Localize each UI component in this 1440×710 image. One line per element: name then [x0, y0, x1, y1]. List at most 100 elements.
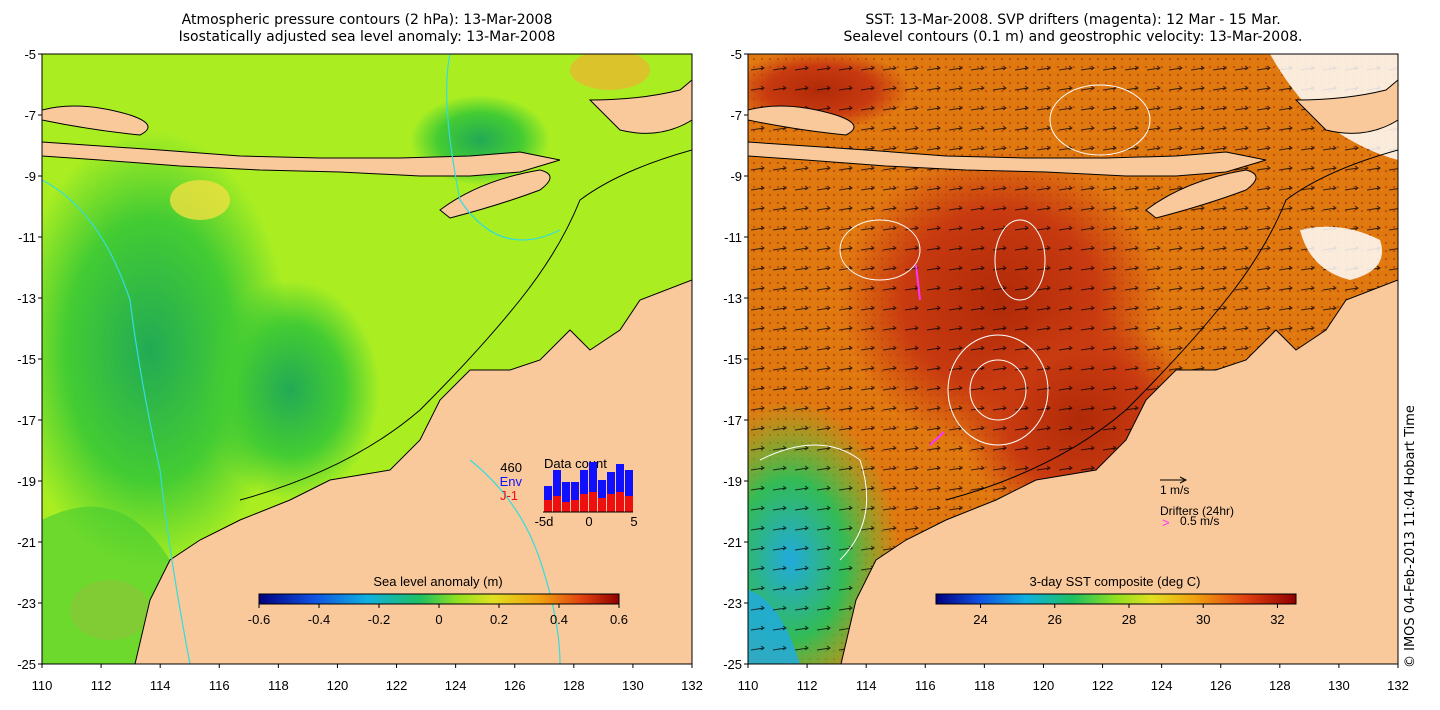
y-axis-tick-label: -21 — [723, 535, 742, 550]
data-count-j1-bar — [553, 496, 561, 512]
australia-landmass — [134, 279, 692, 664]
data-count-j1-bar — [544, 500, 552, 512]
sla-colorbar-label: Sea level anomaly (m) — [373, 574, 502, 589]
x-axis-tick-label: 118 — [268, 678, 289, 693]
y-axis-tick-label: -15 — [723, 352, 742, 367]
australia-landmass — [840, 279, 1398, 664]
colorbar-tick-label: 26 — [1048, 612, 1062, 627]
lesser-sunda-islands — [748, 141, 1267, 177]
colorbar-tick-label: 30 — [1196, 612, 1210, 627]
x-axis-tick-label: 124 — [1151, 678, 1173, 693]
y-axis-tick-label: -13 — [723, 291, 742, 306]
x-axis-tick-label: 110 — [738, 678, 759, 693]
data-count-j1-bar — [616, 492, 624, 512]
right-title-line1: SST: 13-Mar-2008. SVP drifters (magenta)… — [865, 12, 1281, 28]
pressure-contour — [42, 179, 191, 664]
data-count-env-bar — [571, 482, 579, 500]
drifter-speed-label: 0.5 m/s — [1180, 514, 1219, 528]
data-count-env-bar — [589, 462, 597, 492]
x-axis-tick-label: 128 — [1269, 678, 1291, 693]
colorbar-tick-label: 0.4 — [550, 612, 568, 627]
x-axis-tick-label: 132 — [681, 678, 703, 693]
x-axis-tick-label: 110 — [32, 678, 53, 693]
sealevel-contour — [839, 219, 921, 281]
data-count-j1-bar — [598, 498, 606, 512]
data-count-env-bar — [616, 464, 624, 492]
y-axis-tick-label: -25 — [723, 657, 742, 672]
data-count-label: Data count — [544, 456, 607, 471]
data-count-env-bar — [580, 470, 588, 494]
x-axis-tick-label: 120 — [1033, 678, 1055, 693]
left-title-line1: Atmospheric pressure contours (2 hPa): 1… — [181, 12, 553, 28]
y-axis-tick-label: -7 — [730, 108, 742, 123]
left-title-line2: Isostatically adjusted sea level anomaly… — [178, 29, 556, 45]
y-axis-tick-label: -19 — [723, 474, 742, 489]
java-island — [42, 105, 149, 136]
x-axis-tick-label: 122 — [386, 678, 408, 693]
y-axis-tick-label: -9 — [24, 169, 36, 184]
sst-colorbar-label: 3-day SST composite (deg C) — [1030, 574, 1201, 589]
high-anomaly — [570, 54, 650, 90]
x-axis-tick-label: 126 — [1210, 678, 1232, 693]
y-axis-tick-label: -5 — [730, 47, 742, 62]
y-axis-tick-label: -15 — [17, 352, 36, 367]
low-anomaly-center — [200, 280, 380, 500]
data-count-j1-bar — [562, 502, 570, 512]
copyright-credit: © IMOS 04-Feb-2013 11:04 Hobart Time — [1403, 405, 1418, 668]
y-axis-tick-label: -11 — [18, 230, 36, 245]
data-count-xtick: -5d — [535, 514, 554, 529]
drifter-track — [929, 431, 945, 446]
x-axis-tick-label: 116 — [915, 678, 936, 693]
sealevel-contour — [969, 359, 1027, 421]
velocity-legend: 1 m/s Drifters (24hr) > 0.5 m/s — [1160, 476, 1234, 530]
pressure-contour — [469, 459, 561, 664]
data-count-j1-bar — [571, 500, 579, 512]
velocity-scale-label: 1 m/s — [1160, 483, 1189, 497]
colorbar-tick-label: 28 — [1122, 612, 1136, 627]
y-axis-tick-label: -9 — [730, 169, 742, 184]
x-axis-tick-label: 112 — [797, 678, 818, 693]
x-axis-tick-label: 126 — [504, 678, 526, 693]
x-axis-tick-label: 128 — [563, 678, 585, 693]
data-count-env-bar — [544, 486, 552, 500]
data-count-env-bar — [625, 470, 633, 496]
tanimbar-islands — [1294, 79, 1398, 134]
y-axis-tick-label: -19 — [17, 474, 36, 489]
y-axis-tick-label: -23 — [723, 596, 742, 611]
x-axis-tick-label: 122 — [1092, 678, 1114, 693]
colorbar-tick-label: -0.2 — [368, 612, 390, 627]
x-axis-tick-label: 124 — [445, 678, 467, 693]
left-map-field — [42, 54, 692, 664]
x-axis-tick-label: 118 — [974, 678, 995, 693]
right-map-title: SST: 13-Mar-2008. SVP drifters (magenta)… — [748, 12, 1398, 46]
timor-island — [1145, 169, 1257, 219]
x-axis-tick-label: 114 — [856, 678, 877, 693]
lesser-sunda-islands — [42, 141, 561, 177]
data-count-env-bar — [562, 482, 570, 502]
drifter-legend-symbol: > — [1162, 515, 1170, 530]
data-count-inset: Data count 460 Env J-1 -5d 0 5 — [500, 456, 638, 529]
data-count-env-label: Env — [500, 474, 523, 489]
colorbar-tick-label: -0.6 — [248, 612, 270, 627]
y-axis-tick-label: -21 — [17, 535, 36, 550]
colorbar-tick-label: -0.4 — [308, 612, 330, 627]
data-count-j1-bar — [589, 492, 597, 512]
x-axis-tick-label: 114 — [150, 678, 171, 693]
sealevel-contour — [994, 219, 1046, 301]
missing-data-cloud — [1300, 226, 1382, 280]
pressure-contour — [446, 54, 561, 241]
timor-island — [439, 169, 551, 219]
data-count-xtick: 5 — [630, 514, 637, 529]
x-axis-tick-label: 120 — [327, 678, 349, 693]
data-count-total: 460 — [500, 460, 522, 475]
sealevel-contour — [1049, 84, 1151, 156]
isobath-contour — [945, 149, 1398, 501]
java-island — [748, 105, 855, 136]
data-count-j1-bar — [580, 494, 588, 512]
drifters-legend-label: Drifters (24hr) — [1160, 504, 1234, 518]
high-anomaly — [170, 180, 230, 220]
right-title-line2: Sealevel contours (0.1 m) and geostrophi… — [843, 29, 1303, 45]
y-axis-tick-label: -7 — [24, 108, 36, 123]
data-count-env-bar — [598, 480, 606, 498]
